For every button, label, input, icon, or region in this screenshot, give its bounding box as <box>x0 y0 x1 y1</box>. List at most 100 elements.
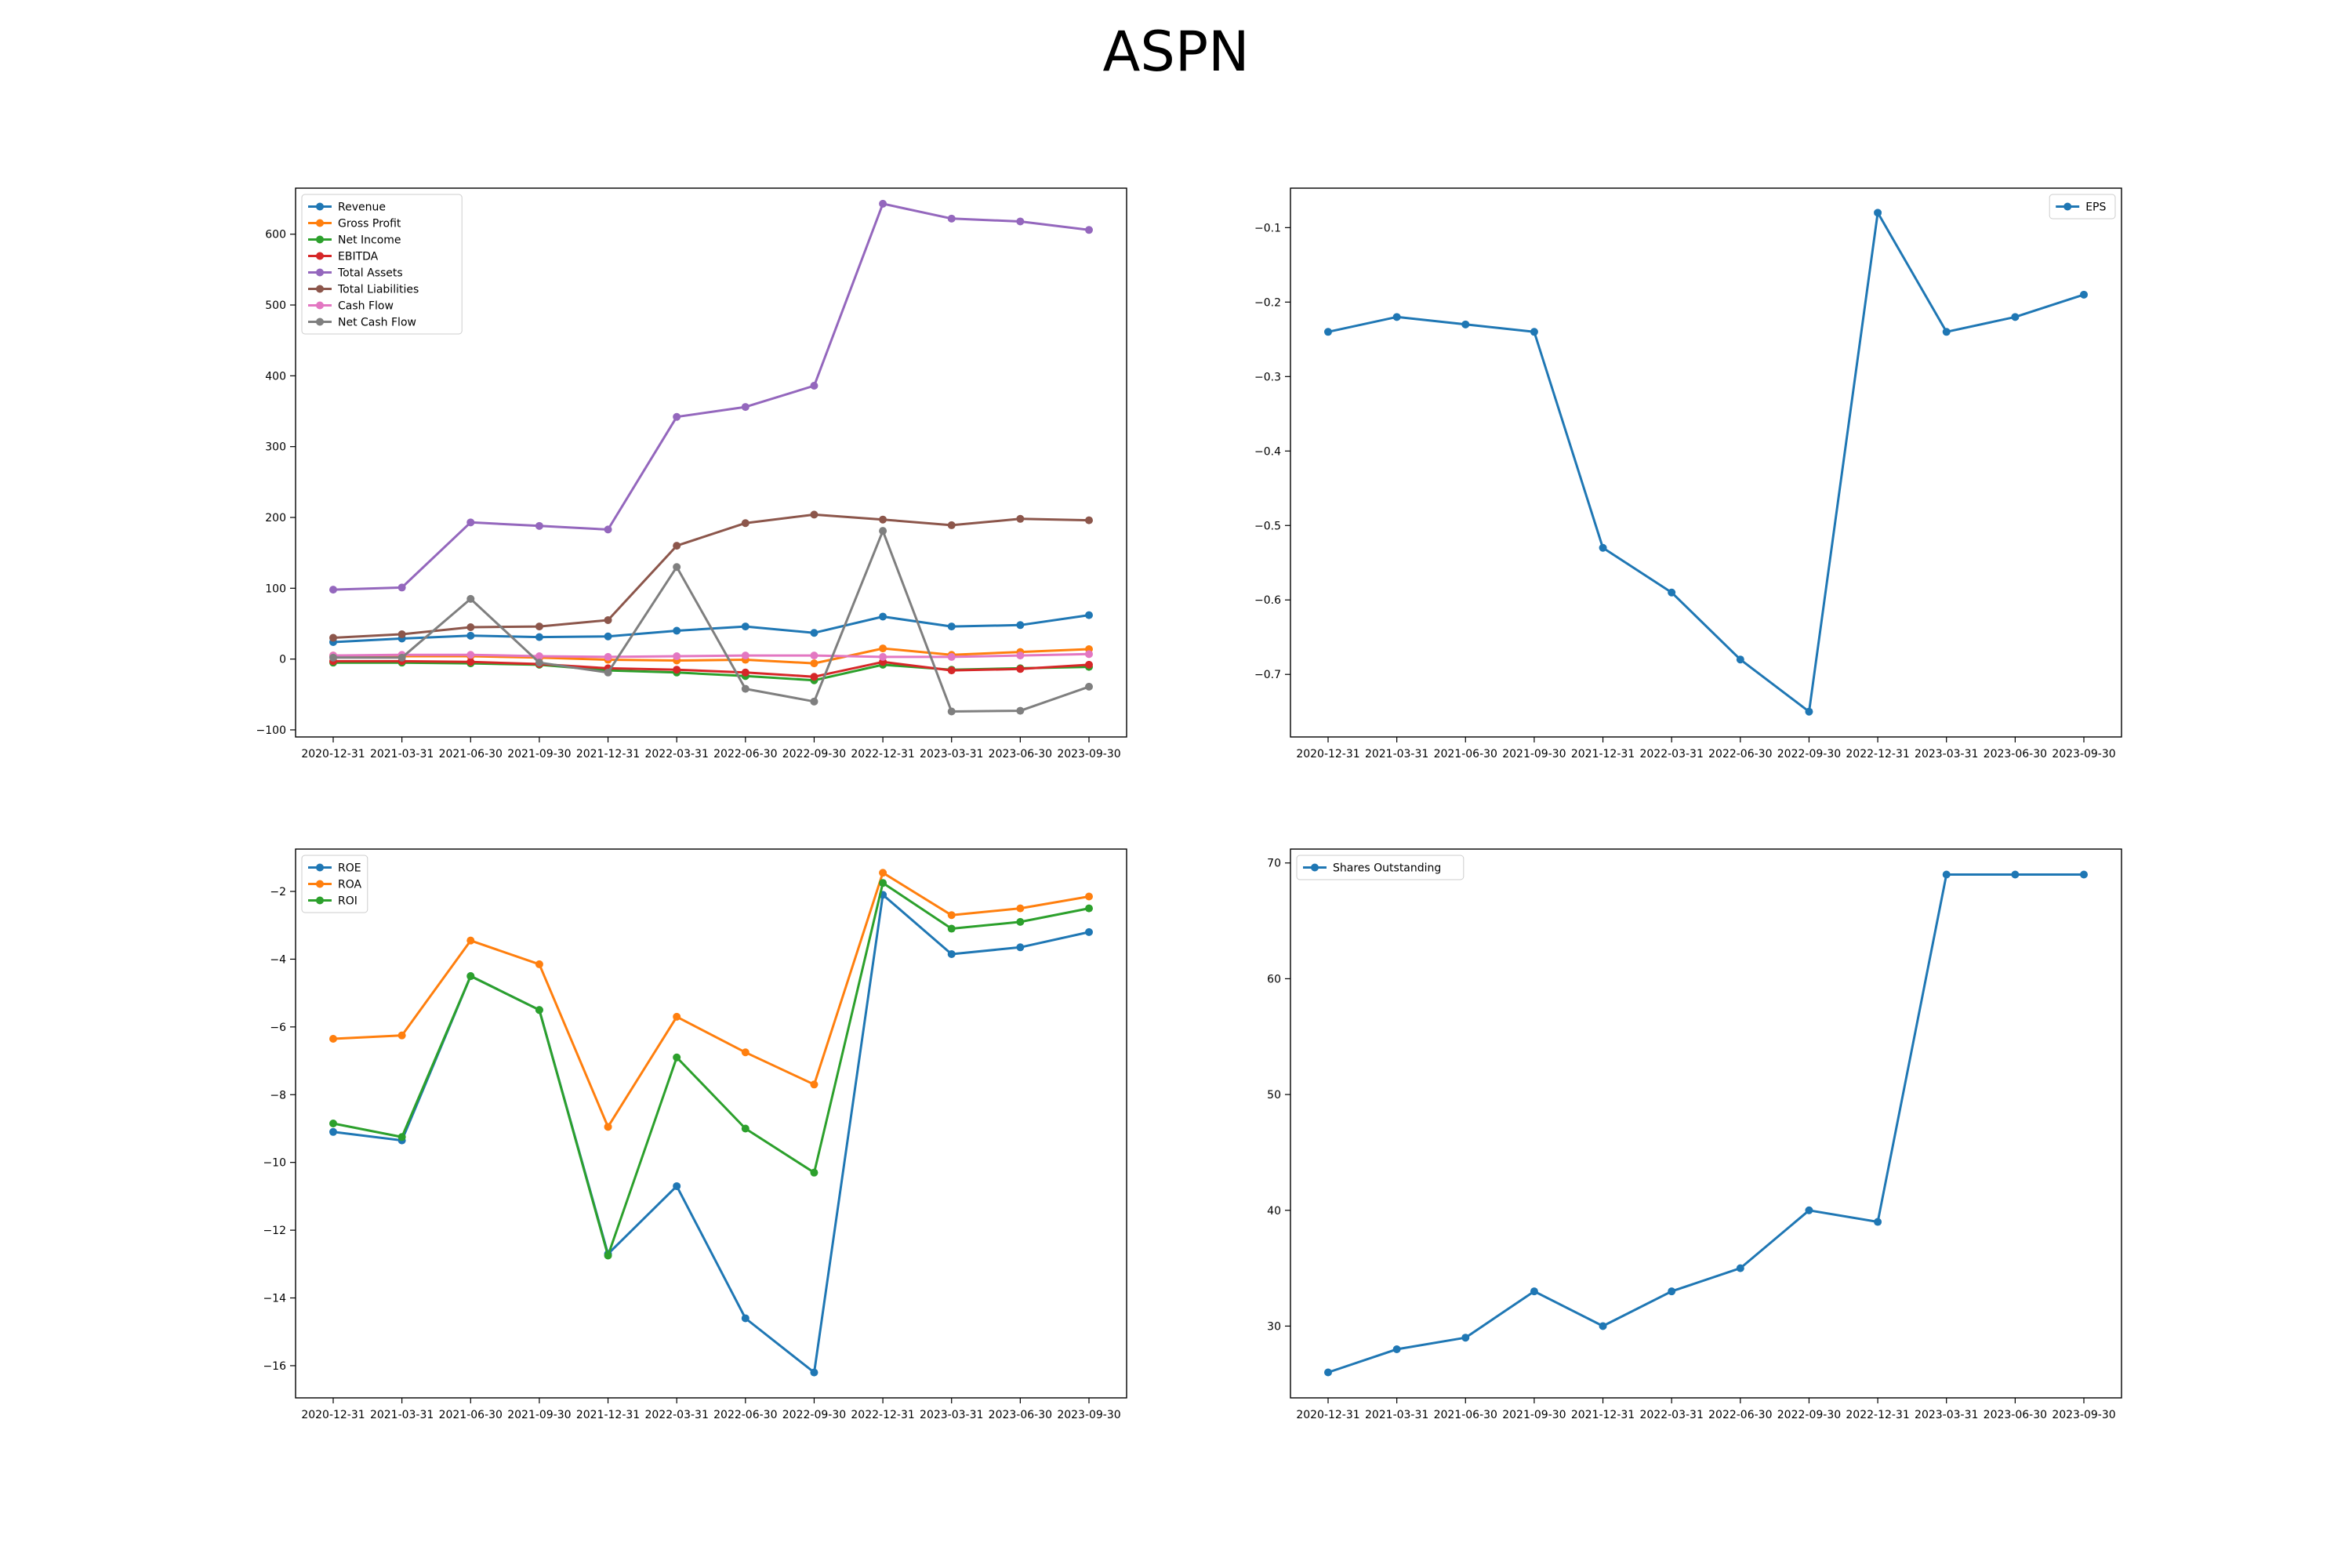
data-point <box>1085 682 1093 691</box>
x-tick-label: 2021-06-30 <box>1434 748 1497 760</box>
data-point <box>1085 650 1093 659</box>
legend-swatch-marker <box>316 301 324 310</box>
x-tick-label: 2023-09-30 <box>1057 748 1120 760</box>
data-point <box>1392 313 1401 321</box>
x-tick-label: 2022-12-31 <box>851 1409 914 1421</box>
legend-label: Revenue <box>338 201 386 214</box>
legend-label: EBITDA <box>338 251 379 263</box>
series-line <box>332 893 1090 1374</box>
data-point <box>1736 1264 1744 1272</box>
y-tick-label: 400 <box>265 370 286 383</box>
y-tick-label: −4 <box>270 953 286 966</box>
data-point <box>810 1168 818 1177</box>
x-tick-label: 2022-12-31 <box>851 748 914 760</box>
data-point <box>1874 1218 1882 1226</box>
x-tick-label: 2021-03-31 <box>370 1409 434 1421</box>
x-tick-label: 2023-03-31 <box>920 748 983 760</box>
data-point <box>673 563 681 572</box>
legend: ROE ROA ROI <box>301 855 368 913</box>
data-point <box>810 1080 818 1089</box>
data-point <box>466 623 475 631</box>
data-point <box>810 673 818 681</box>
x-tick-label: 2021-12-31 <box>1571 1409 1635 1421</box>
x-tick-label: 2020-12-31 <box>301 748 365 760</box>
x-tick-label: 2023-03-31 <box>1915 748 1978 760</box>
x-tick-label: 2021-03-31 <box>1365 1409 1428 1421</box>
legend: Shares Outstanding <box>1296 855 1465 880</box>
data-point <box>1085 226 1093 234</box>
y-tick-label: −14 <box>263 1293 286 1305</box>
x-tick-label: 2023-06-30 <box>1984 748 2047 760</box>
data-point <box>741 1124 750 1133</box>
data-point <box>1085 904 1093 913</box>
x-tick-label: 2021-03-31 <box>1365 748 1428 760</box>
financials-chart: 2020-12-31 2021-03-31 2021-06-30 2021-09-30… <box>256 187 1127 760</box>
data-point <box>397 653 406 662</box>
legend: EPS <box>2049 194 2116 220</box>
x-tick-label: 2023-06-30 <box>1984 1409 2047 1421</box>
y-tick-label: −8 <box>270 1089 286 1102</box>
data-point <box>397 630 406 639</box>
x-tick-label: 2021-09-30 <box>1502 1409 1566 1421</box>
data-point <box>1461 1334 1470 1342</box>
y-tick-label: 100 <box>265 583 286 595</box>
x-tick-label: 2022-03-31 <box>644 1409 708 1421</box>
x-tick-label: 2020-12-31 <box>1296 1409 1359 1421</box>
plot-frame <box>1290 187 2122 738</box>
x-tick-label: 2023-09-30 <box>2052 748 2115 760</box>
y-tick-label: −10 <box>263 1157 286 1170</box>
legend-box <box>301 194 463 335</box>
data-point <box>879 527 887 535</box>
data-point <box>1016 621 1025 630</box>
y-tick-label: 70 <box>1267 858 1281 870</box>
data-point <box>741 1048 750 1057</box>
data-point <box>673 1053 681 1062</box>
data-point <box>879 869 887 877</box>
x-tick-label: 2023-03-31 <box>1915 1409 1978 1421</box>
data-point <box>535 521 543 530</box>
x-tick-label: 2022-03-31 <box>1639 1409 1703 1421</box>
x-tick-label: 2020-12-31 <box>301 1409 365 1421</box>
x-tick-label: 2021-09-30 <box>1502 748 1566 760</box>
x-tick-label: 2022-03-31 <box>644 748 708 760</box>
x-tick-label: 2021-12-31 <box>576 1409 640 1421</box>
x-tick-label: 2022-09-30 <box>782 748 846 760</box>
data-point <box>397 583 406 592</box>
series-line <box>333 659 1090 678</box>
legend-swatch-marker <box>2063 202 2072 211</box>
data-point <box>810 1368 818 1377</box>
legend-swatch-marker <box>316 219 324 227</box>
data-point <box>741 519 750 528</box>
series-line <box>333 529 1090 713</box>
figure-title: ASPN <box>1103 20 1250 84</box>
data-point <box>1736 655 1744 664</box>
x-tick-label: 2021-06-30 <box>439 748 503 760</box>
data-point <box>879 652 887 661</box>
legend-label: ROI <box>338 895 358 908</box>
x-tick-label: 2022-06-30 <box>1708 1409 1772 1421</box>
x-tick-label: 2021-09-30 <box>507 1409 571 1421</box>
data-point <box>1874 209 1882 217</box>
x-tick-label: 2022-09-30 <box>1777 1409 1841 1421</box>
series-line <box>332 881 1090 1257</box>
data-point <box>1599 543 1607 552</box>
legend-label: Shares Outstanding <box>1333 862 1441 875</box>
legend-swatch-marker <box>316 880 324 888</box>
data-point <box>2011 313 2020 321</box>
data-point <box>741 668 750 677</box>
series-line <box>1327 873 2084 1374</box>
plot-frame <box>295 848 1127 1399</box>
data-point <box>741 403 750 412</box>
data-point <box>947 652 956 661</box>
x-tick-label: 2023-09-30 <box>2052 1409 2115 1421</box>
legend-swatch-marker <box>316 202 324 211</box>
series-line <box>332 652 1090 659</box>
x-tick-label: 2021-09-30 <box>507 748 571 760</box>
data-point <box>1085 892 1093 901</box>
data-point <box>1016 652 1025 660</box>
data-point <box>329 1120 337 1127</box>
data-point <box>1085 927 1093 936</box>
data-point <box>673 412 681 421</box>
x-tick-label: 2023-06-30 <box>989 748 1052 760</box>
legend-label: Net Income <box>338 234 401 247</box>
